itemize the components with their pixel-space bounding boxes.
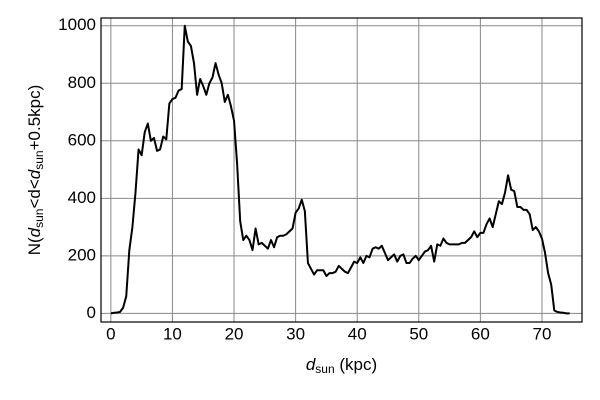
label-part: N( <box>25 237 44 255</box>
data-line <box>110 24 570 315</box>
x-tick-label: 50 <box>409 324 428 343</box>
label-part: d <box>25 227 44 237</box>
label-part: <d< <box>25 179 44 208</box>
x-tick-label: 70 <box>533 324 552 343</box>
y-tick-label: 1000 <box>58 15 96 34</box>
x-tick-label: 20 <box>225 324 244 343</box>
x-tick-label: 30 <box>286 324 305 343</box>
y-axis-label: N(dsun<d<dsun+0.5kpc) <box>25 85 46 256</box>
x-tick-label: 0 <box>106 324 115 343</box>
x-axis-label: dsun (kpc) <box>306 355 377 376</box>
label-part: +0.5kpc) <box>25 85 44 151</box>
y-tick-label: 800 <box>68 73 96 92</box>
label-part: (kpc) <box>335 355 378 374</box>
y-tick-label: 200 <box>68 245 96 264</box>
y-tick-label: 600 <box>68 130 96 149</box>
label-part: sun <box>315 362 334 376</box>
x-tick-label: 40 <box>348 324 367 343</box>
y-tick-label: 400 <box>68 188 96 207</box>
label-part: sun <box>32 150 46 169</box>
x-tick-label: 10 <box>163 324 182 343</box>
label-part: sun <box>32 209 46 228</box>
x-tick-label: 60 <box>471 324 490 343</box>
label-part: d <box>306 355 316 374</box>
label-part: d <box>25 169 44 179</box>
plot-frame <box>100 17 583 323</box>
y-tick-label: 0 <box>87 303 96 322</box>
